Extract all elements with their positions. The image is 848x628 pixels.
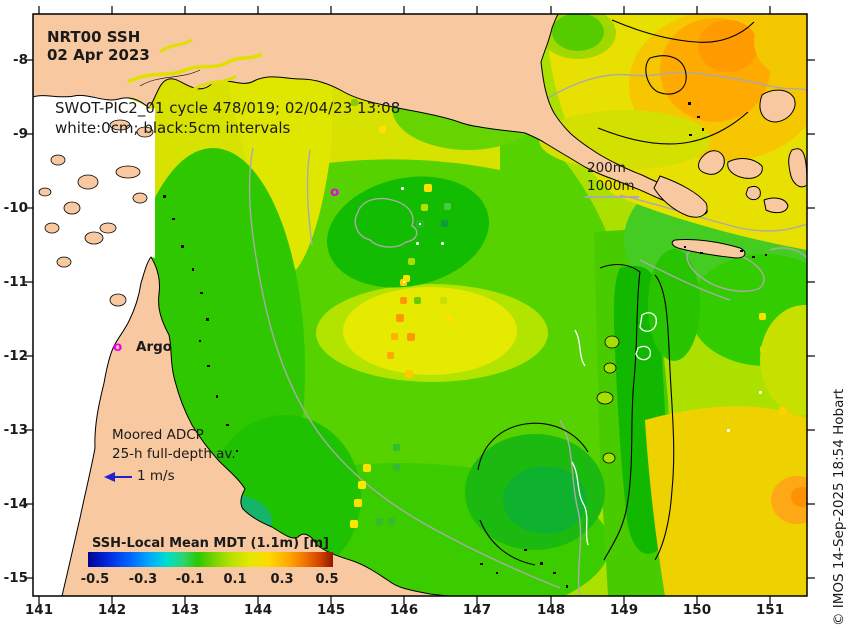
x-axis-label: 146 (389, 602, 419, 618)
adcp-label-line2: 25-h full-depth av. (112, 446, 236, 462)
x-axis-label: 150 (682, 602, 712, 618)
islet-specks (163, 102, 767, 588)
isobath-legend-line (585, 196, 639, 198)
subtitle-line2: white:0cm; black:5cm intervals (55, 119, 291, 137)
adcp-label-line1: Moored ADCP (112, 427, 204, 443)
isobath-contours-gray (248, 71, 807, 596)
y-axis-label: -15 (3, 570, 28, 586)
map-graphics (33, 14, 807, 596)
y-axis-label: -11 (3, 274, 28, 290)
adcp-scale-label: 1 m/s (137, 468, 175, 484)
ssh-contours-black (477, 19, 755, 566)
x-axis-label: 141 (24, 602, 54, 618)
y-axis-label: -10 (3, 200, 28, 216)
argo-float-marker-2: o (330, 184, 340, 200)
x-axis-label: 148 (536, 602, 566, 618)
subtitle-line1: SWOT-PIC2_01 cycle 478/019; 02/04/23 13:… (55, 99, 401, 117)
x-axis-label: 145 (316, 602, 346, 618)
adcp-arrow (104, 472, 132, 482)
x-axis-label: 144 (243, 602, 273, 618)
land-png (33, 14, 708, 216)
x-axis-label: 149 (609, 602, 639, 618)
ssh-contours-white (571, 312, 657, 546)
argo-float-marker: o (113, 339, 123, 355)
map-title-line2: 02 Apr 2023 (47, 46, 150, 64)
colorbar-gradient (88, 552, 333, 567)
x-axis-label: 151 (755, 602, 785, 618)
y-axis-label: -12 (3, 348, 28, 364)
axis-ticks (25, 6, 815, 604)
axes-frame (25, 6, 815, 604)
depth-label-200m: 200m (587, 160, 626, 176)
colorbar-tick: 0.1 (223, 572, 247, 587)
colorbar-title: SSH-Local Mean MDT (1.1m) [m] (92, 536, 329, 551)
colorbar-tick: -0.5 (80, 572, 110, 587)
map-title-line1: NRT00 SSH (47, 28, 141, 46)
y-axis-label: -14 (3, 496, 28, 512)
copyright-credit: © IMOS 14-Sep-2025 18:54 Hobart (831, 388, 847, 626)
x-axis-label: 142 (97, 602, 127, 618)
colorbar-tick: -0.1 (175, 572, 205, 587)
y-axis-label: -13 (3, 422, 28, 438)
y-axis-label: -9 (13, 126, 28, 142)
land-layer (33, 14, 807, 596)
depth-label-1000m: 1000m (587, 178, 635, 194)
colorbar-tick: -0.3 (128, 572, 158, 587)
colorbar-tick: 0.5 (315, 572, 339, 587)
data-point-markers (350, 99, 787, 528)
land-queensland (61, 256, 449, 596)
argo-label: Argo (136, 339, 173, 355)
no-data-region (33, 94, 155, 596)
river-traces (127, 38, 263, 110)
x-axis-label: 143 (170, 602, 200, 618)
colorbar-tick: 0.3 (270, 572, 294, 587)
x-axis-label: 147 (462, 602, 492, 618)
y-axis-label: -8 (13, 52, 28, 68)
